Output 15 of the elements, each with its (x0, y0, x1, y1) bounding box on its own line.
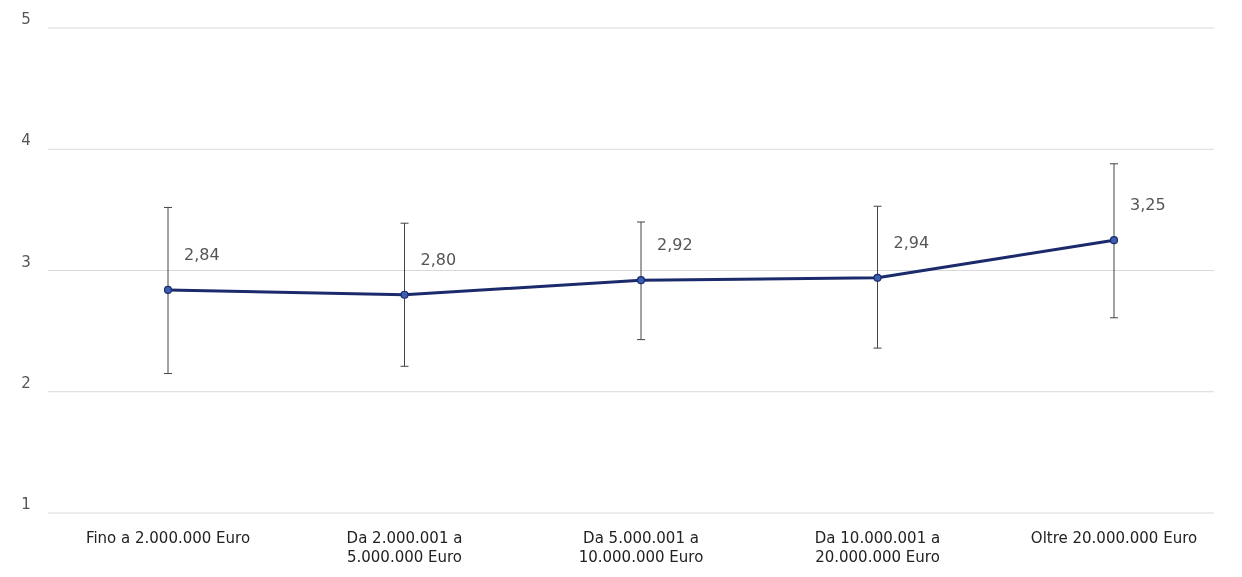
y-tick-label: 5 (21, 10, 31, 28)
x-tick-label: Da 5.000.001 a 10.000.000 Euro (578, 529, 704, 566)
x-tick-label: Da 10.000.001 a 20.000.000 Euro (814, 529, 941, 566)
y-tick-label: 2 (21, 373, 31, 392)
data-label: 2,94 (893, 232, 930, 252)
data-label: 2,84 (184, 244, 220, 264)
y-tick-label: 1 (21, 495, 31, 513)
data-label: 3,25 (1130, 195, 1166, 215)
data-label: 2,92 (657, 235, 693, 255)
data-label: 2,80 (420, 249, 457, 269)
x-tick-label: Da 2.000.001 a 5.000.000 Euro (346, 529, 463, 566)
y-tick-label: 4 (21, 131, 31, 150)
x-tick-label: Oltre 20.000.000 Euro (1030, 529, 1198, 547)
x-tick-label: Fino a 2.000.000 Euro (85, 529, 251, 547)
y-tick-label: 3 (21, 252, 31, 271)
